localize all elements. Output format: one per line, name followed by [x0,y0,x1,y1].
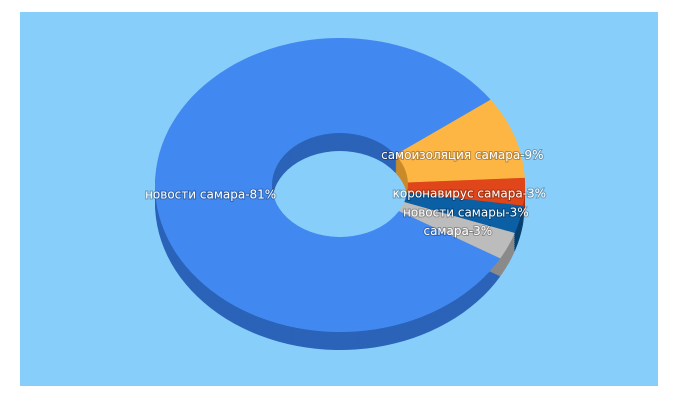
slice-label: коронавирус самара-3% [393,186,546,200]
slice-label: новости самары-3% [403,206,529,220]
slice-label: новости самара-81% [145,187,276,201]
pie-tops [154,37,525,332]
slice-label: самара-3% [423,224,492,238]
pie-labels: новости самара-81% самоизоляция самара-9%… [144,147,547,239]
slice-label: самоизоляция самара-9% [381,148,543,162]
slice [398,201,515,259]
slice [395,99,525,183]
slice [404,192,524,233]
slice [407,177,525,206]
slice [154,37,501,332]
